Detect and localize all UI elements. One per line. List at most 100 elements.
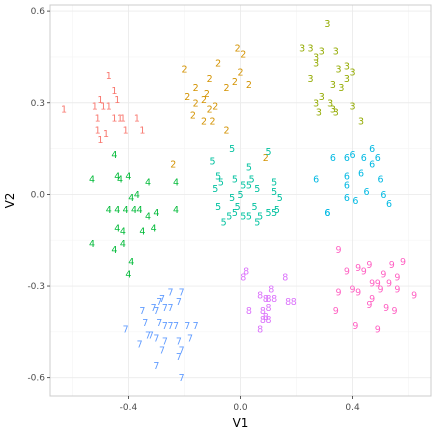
data-point-2: 2 bbox=[193, 98, 199, 109]
data-point-2: 2 bbox=[215, 59, 221, 70]
data-point-8: 8 bbox=[265, 294, 271, 305]
data-point-9: 9 bbox=[344, 266, 350, 277]
data-point-3: 3 bbox=[350, 68, 356, 79]
data-point-7: 7 bbox=[179, 346, 185, 357]
data-point-6: 6 bbox=[344, 181, 350, 192]
data-point-8: 8 bbox=[246, 306, 252, 317]
data-point-5: 5 bbox=[215, 202, 221, 213]
data-point-1: 1 bbox=[103, 129, 109, 140]
data-point-1: 1 bbox=[106, 101, 112, 112]
y-tick-label: -0.3 bbox=[27, 282, 45, 292]
data-point-6: 6 bbox=[378, 175, 384, 186]
data-point-5: 5 bbox=[271, 178, 277, 189]
data-point-3: 3 bbox=[316, 107, 322, 118]
data-point-2: 2 bbox=[232, 77, 238, 88]
data-point-7: 7 bbox=[145, 330, 151, 341]
data-point-3: 3 bbox=[313, 52, 319, 63]
data-point-9: 9 bbox=[392, 306, 398, 317]
data-point-7: 7 bbox=[153, 306, 159, 317]
x-tick-label: 0.0 bbox=[233, 403, 248, 413]
data-point-4: 4 bbox=[128, 193, 134, 204]
data-point-5: 5 bbox=[246, 162, 252, 173]
data-point-5: 5 bbox=[251, 202, 257, 213]
data-point-3: 3 bbox=[319, 46, 325, 57]
data-point-5: 5 bbox=[240, 211, 246, 222]
data-point-2: 2 bbox=[193, 83, 199, 94]
data-point-9: 9 bbox=[355, 288, 361, 299]
data-point-1: 1 bbox=[106, 71, 112, 82]
data-point-5: 5 bbox=[221, 217, 227, 228]
data-point-1: 1 bbox=[61, 104, 67, 115]
data-point-8: 8 bbox=[263, 294, 269, 305]
data-point-4: 4 bbox=[173, 205, 179, 216]
data-point-5: 5 bbox=[246, 181, 252, 192]
data-point-2: 2 bbox=[263, 153, 269, 164]
data-point-7: 7 bbox=[151, 303, 157, 314]
data-point-9: 9 bbox=[389, 260, 395, 271]
data-point-5: 5 bbox=[271, 208, 277, 219]
data-point-4: 4 bbox=[114, 205, 120, 216]
data-point-9: 9 bbox=[369, 278, 375, 289]
data-point-9: 9 bbox=[336, 245, 342, 256]
data-point-1: 1 bbox=[139, 126, 145, 137]
data-point-9: 9 bbox=[336, 288, 342, 299]
data-point-5: 5 bbox=[226, 211, 232, 222]
data-point-6: 6 bbox=[324, 208, 330, 219]
data-point-5: 5 bbox=[229, 144, 235, 155]
data-point-1: 1 bbox=[111, 86, 117, 97]
data-point-6: 6 bbox=[344, 193, 350, 204]
data-point-6: 6 bbox=[369, 144, 375, 155]
data-point-9: 9 bbox=[400, 257, 406, 268]
data-point-9: 9 bbox=[350, 285, 356, 296]
data-point-5: 5 bbox=[215, 172, 221, 183]
data-point-2: 2 bbox=[240, 49, 246, 60]
data-point-9: 9 bbox=[366, 260, 372, 271]
data-point-8: 8 bbox=[265, 303, 271, 314]
data-point-5: 5 bbox=[265, 208, 271, 219]
y-axis-title: V2 bbox=[3, 193, 17, 209]
data-point-7: 7 bbox=[153, 361, 159, 372]
data-point-8: 8 bbox=[243, 266, 249, 277]
data-point-3: 3 bbox=[308, 43, 314, 54]
data-point-3: 3 bbox=[324, 19, 330, 30]
data-point-5: 5 bbox=[271, 187, 277, 198]
data-point-8: 8 bbox=[268, 285, 274, 296]
data-point-7: 7 bbox=[162, 337, 168, 348]
data-point-9: 9 bbox=[394, 272, 400, 283]
data-point-3: 3 bbox=[344, 74, 350, 85]
data-point-5: 5 bbox=[237, 190, 243, 201]
x-axis-title: V1 bbox=[233, 416, 249, 430]
data-point-3: 3 bbox=[327, 98, 333, 109]
data-point-5: 5 bbox=[229, 193, 235, 204]
data-point-8: 8 bbox=[271, 294, 277, 305]
data-point-6: 6 bbox=[344, 153, 350, 164]
x-tick-label: 0.4 bbox=[345, 403, 360, 413]
data-point-6: 6 bbox=[386, 199, 392, 210]
data-point-3: 3 bbox=[313, 59, 319, 70]
data-point-7: 7 bbox=[167, 288, 173, 299]
data-point-4: 4 bbox=[153, 208, 159, 219]
data-point-5: 5 bbox=[235, 202, 241, 213]
data-point-4: 4 bbox=[173, 178, 179, 189]
data-point-3: 3 bbox=[350, 101, 356, 112]
data-point-6: 6 bbox=[361, 153, 367, 164]
y-tick-label: -0.6 bbox=[27, 374, 45, 384]
data-point-2: 2 bbox=[184, 92, 190, 103]
data-point-1: 1 bbox=[92, 101, 98, 112]
data-point-7: 7 bbox=[167, 321, 173, 332]
data-point-2: 2 bbox=[201, 95, 207, 106]
data-point-1: 1 bbox=[95, 126, 101, 137]
data-point-6: 6 bbox=[352, 196, 358, 207]
data-point-2: 2 bbox=[209, 117, 215, 128]
data-point-4: 4 bbox=[117, 175, 123, 186]
data-point-7: 7 bbox=[193, 321, 199, 332]
data-point-4: 4 bbox=[89, 239, 95, 250]
data-point-1: 1 bbox=[114, 95, 120, 106]
data-point-7: 7 bbox=[142, 318, 148, 329]
data-point-1: 1 bbox=[117, 114, 123, 125]
data-point-9: 9 bbox=[355, 263, 361, 274]
data-point-4: 4 bbox=[123, 205, 129, 216]
data-point-2: 2 bbox=[181, 65, 187, 76]
data-point-8: 8 bbox=[291, 297, 297, 308]
